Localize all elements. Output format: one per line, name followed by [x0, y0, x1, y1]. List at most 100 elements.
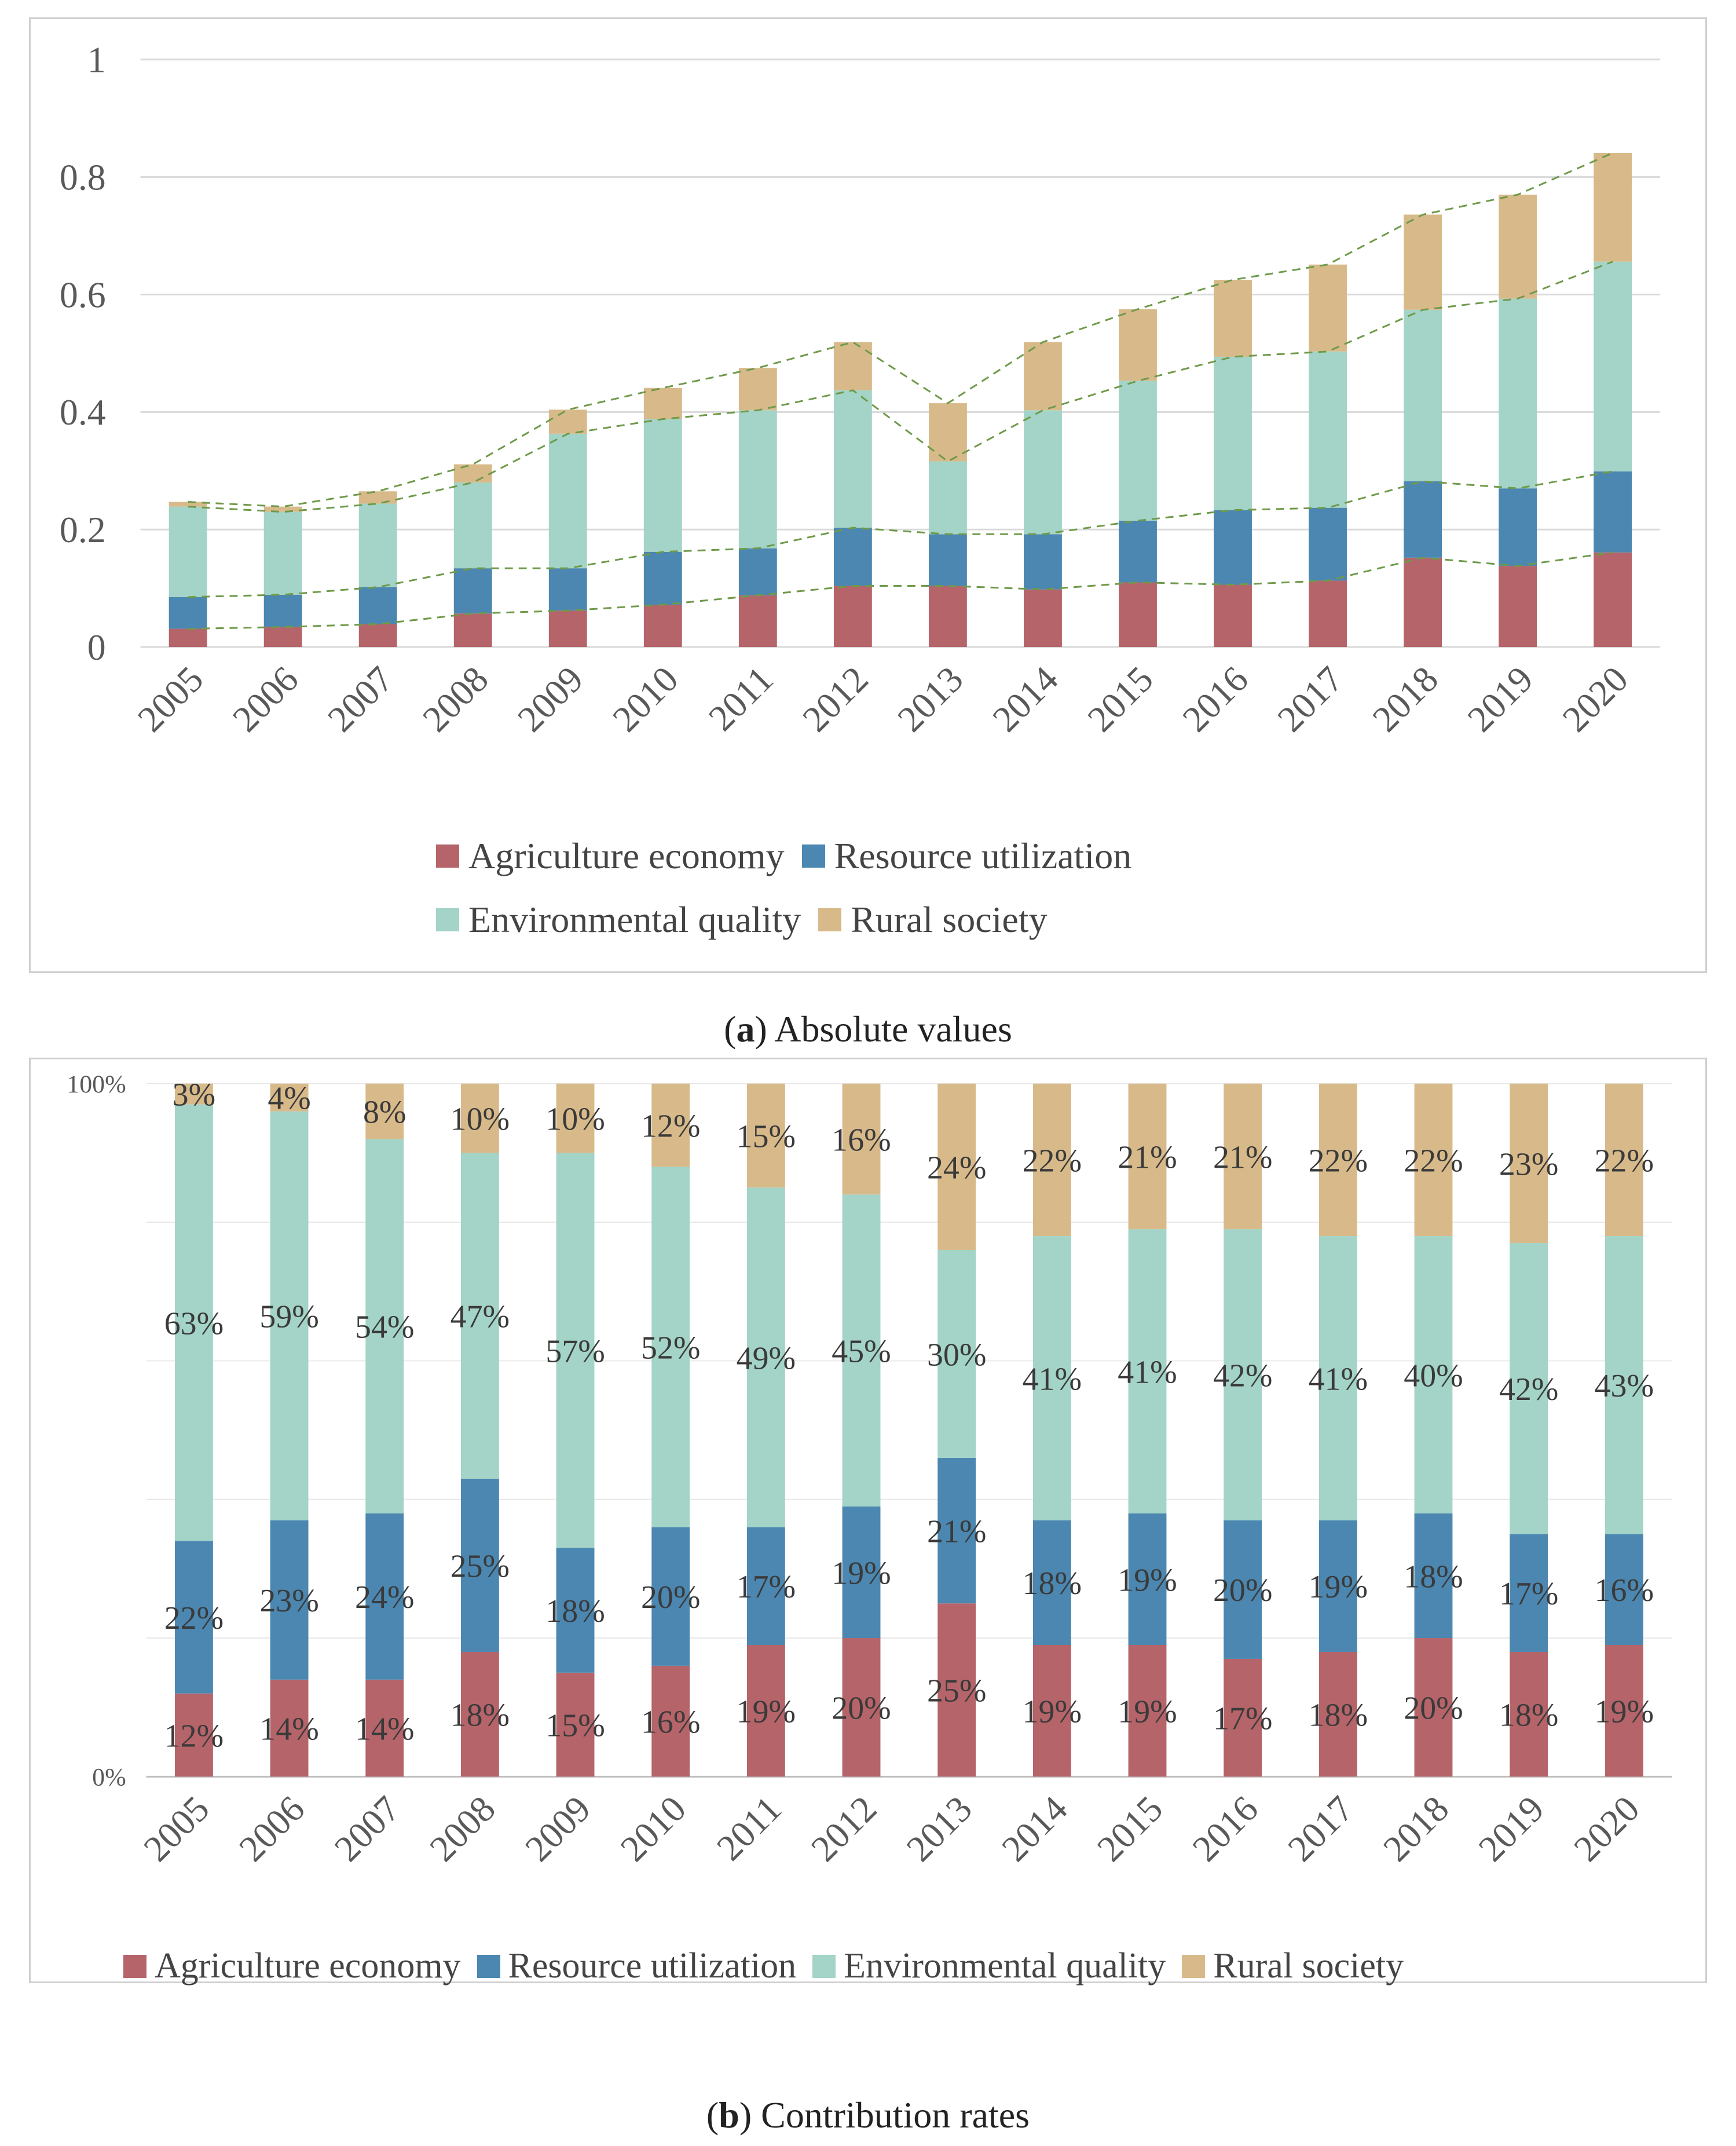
legend-item-rural: Rural society [818, 898, 1048, 941]
bar-agriculture-2013 [928, 586, 967, 648]
data-label-rural: 22% [1404, 1143, 1463, 1179]
caption-b-close: ) [739, 2094, 752, 2136]
x-tick-label: 2005 [130, 659, 211, 740]
bar-rural-2006 [270, 1083, 309, 1112]
bar-environment-2011 [746, 1187, 785, 1527]
bar-agriculture-2019 [1499, 566, 1537, 648]
bar-environment-2007 [358, 503, 397, 587]
bar-resource-2005 [174, 1541, 213, 1694]
bar-resource-2014 [1032, 1520, 1071, 1645]
bar-rural-2009 [556, 1083, 595, 1153]
legend-item-environment: Environmental quality [812, 1946, 1166, 1987]
data-label-agriculture: 20% [1404, 1691, 1463, 1727]
x-tick-label: 2011 [701, 659, 781, 739]
bar-rural-2006 [263, 506, 302, 512]
y-tick-label: 0% [92, 1763, 126, 1791]
bar-environment-2013 [937, 1250, 976, 1458]
data-label-resource: 20% [1213, 1573, 1272, 1608]
bar-rural-2014 [1024, 342, 1062, 411]
bar-resource-2007 [365, 1513, 404, 1680]
y-tick-label: 100% [67, 1070, 126, 1098]
bar-resource-2009 [548, 568, 587, 611]
bar-resource-2012 [842, 1506, 881, 1639]
data-label-agriculture: 19% [737, 1694, 796, 1730]
data-label-resource: 20% [641, 1580, 700, 1615]
bar-rural-2013 [928, 403, 967, 462]
chart-panel-absolute: 0 0.2 0.4 0.6 0.8 1 2005 2006 2007 2008 2009 2010 20… [29, 17, 1707, 973]
caption-a-text: Absolute values [767, 1008, 1012, 1050]
x-tick-label: 2020 [1566, 1788, 1647, 1869]
bar-resource-2009 [556, 1548, 595, 1673]
trend-line-resource [188, 470, 1613, 598]
x-tick-label: 2012 [794, 659, 876, 740]
bar-environment-2009 [556, 1153, 595, 1548]
data-label-rural: 4% [268, 1081, 310, 1117]
data-label-environment: 57% [545, 1333, 605, 1369]
x-tick-label: 2005 [135, 1788, 217, 1869]
data-label-environment: 42% [1499, 1372, 1558, 1407]
legend-item-resource: Resource utilization [801, 835, 1131, 878]
bar-resource-2013 [937, 1457, 976, 1604]
legend-swatch-agriculture [436, 844, 459, 868]
data-label-environment: 41% [1023, 1361, 1082, 1397]
data-label-resource: 23% [259, 1583, 318, 1619]
data-label-agriculture: 17% [1213, 1701, 1272, 1737]
data-label-environment: 45% [832, 1333, 891, 1369]
bar-environment-2006 [263, 511, 302, 595]
y-tick-label: 0.6 [60, 274, 106, 315]
data-label-environment: 40% [1404, 1358, 1463, 1394]
data-label-resource: 17% [1499, 1576, 1558, 1612]
bar-environment-2006 [270, 1111, 309, 1520]
bar-resource-2007 [358, 587, 397, 624]
x-tick-label: 2007 [320, 659, 401, 740]
bar-agriculture-2010 [651, 1665, 690, 1777]
legend-label-agriculture: Agriculture economy [155, 1946, 461, 1986]
bar-rural-2018 [1414, 1083, 1453, 1237]
bar-agriculture-2012 [833, 586, 872, 648]
caption-a-letter: a [736, 1008, 755, 1050]
x-tick-label: 2010 [605, 659, 686, 740]
bar-agriculture-2020 [1605, 1644, 1643, 1777]
bar-rural-2011 [738, 368, 777, 411]
x-tick-label: 2007 [327, 1788, 408, 1869]
bar-rural-2008 [453, 464, 492, 483]
bar-agriculture-2005 [169, 628, 207, 648]
x-tick-label: 2011 [709, 1788, 789, 1869]
bar-agriculture-2007 [358, 624, 397, 648]
caption-b-text: Contribution rates [752, 2094, 1030, 2136]
legend-contribution: Agriculture economy Resource utilization… [123, 1946, 1687, 1987]
x-tick-label: 2019 [1470, 1788, 1552, 1869]
y-tick-label: 0 [87, 627, 106, 668]
bar-agriculture-2012 [842, 1638, 881, 1777]
bar-environment-2020 [1594, 261, 1632, 471]
legend-item-rural: Rural society [1182, 1946, 1404, 1987]
bar-agriculture-2020 [1594, 552, 1632, 648]
bar-rural-2017 [1309, 264, 1347, 352]
trend-line-rural [188, 152, 1613, 508]
bar-rural-2020 [1605, 1083, 1643, 1237]
bar-agriculture-2007 [365, 1679, 404, 1777]
chart-panel-contribution: 0% 100% 12% 22% 63% 3% 2005 14% 23% 59% 4% 2006 14% 2… [29, 1058, 1707, 1986]
x-tick-label: 2020 [1554, 659, 1636, 740]
bar-environment-2018 [1404, 309, 1442, 482]
data-label-resource: 17% [737, 1569, 796, 1605]
bar-resource-2012 [833, 528, 872, 586]
bar-rural-2015 [1128, 1083, 1167, 1230]
data-label-rural: 22% [1595, 1143, 1654, 1179]
bar-resource-2017 [1319, 1520, 1357, 1652]
legend-item-agriculture: Agriculture economy [123, 1946, 461, 1987]
x-tick-label: 2015 [1089, 1788, 1171, 1869]
bar-environment-2008 [460, 1153, 499, 1479]
data-label-environment: 42% [1213, 1358, 1272, 1394]
data-label-agriculture: 12% [164, 1719, 224, 1754]
legend-absolute: Agriculture economy Resource utilization… [436, 824, 1363, 952]
bar-rural-2008 [460, 1083, 499, 1153]
data-label-agriculture: 25% [927, 1673, 986, 1709]
bar-agriculture-2018 [1414, 1638, 1453, 1777]
data-label-environment: 49% [737, 1340, 796, 1376]
data-label-agriculture: 20% [832, 1691, 891, 1727]
bar-agriculture-2006 [263, 627, 302, 648]
bar-environment-2005 [169, 506, 207, 597]
data-label-resource: 19% [1118, 1562, 1177, 1598]
bar-resource-2018 [1414, 1513, 1453, 1639]
